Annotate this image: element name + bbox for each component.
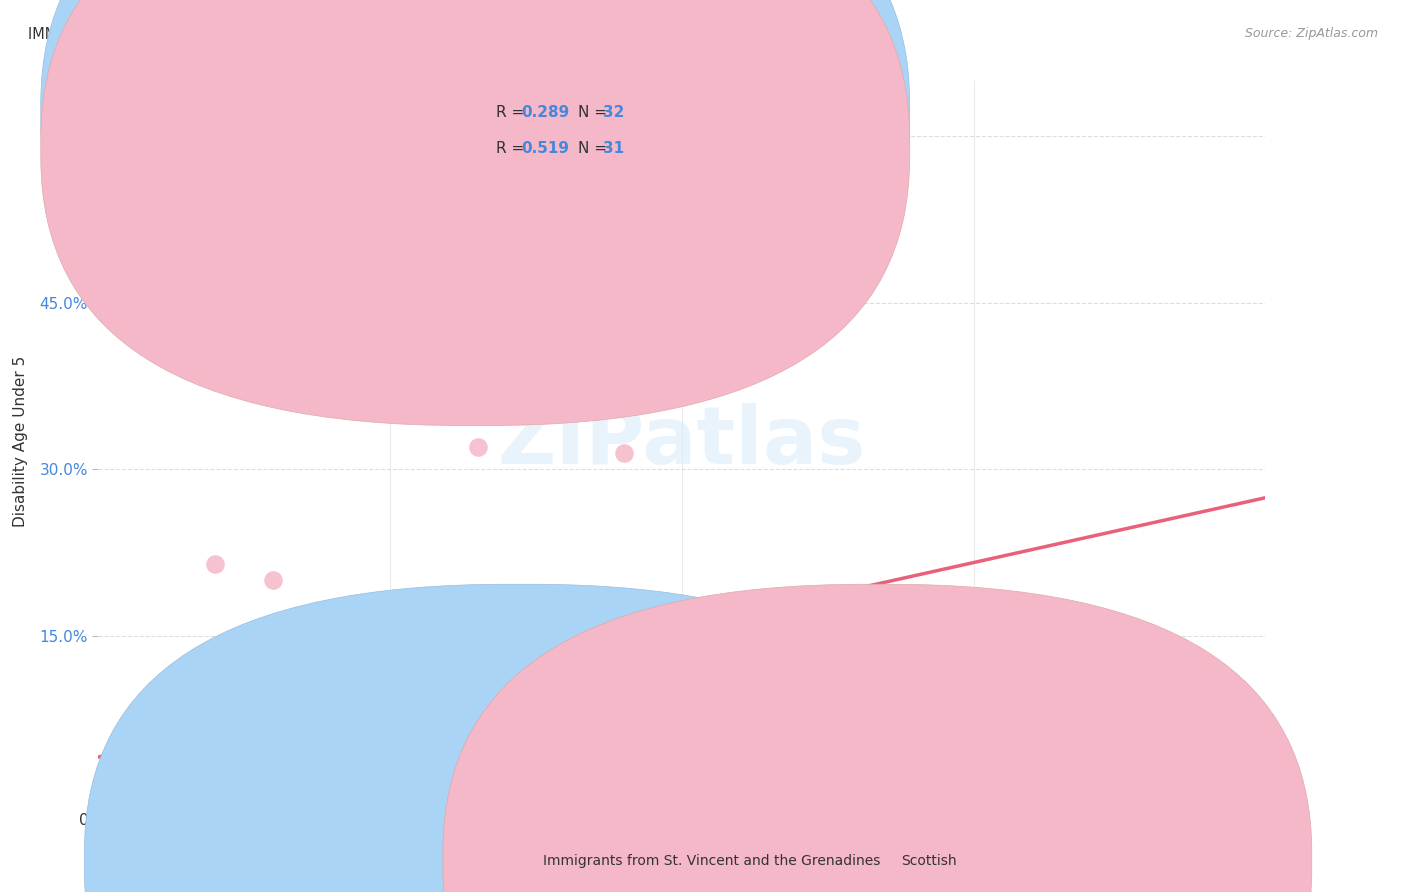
Point — [139, 794, 162, 808]
Point — [117, 794, 139, 808]
Text: Immigrants from St. Vincent and the Grenadines: Immigrants from St. Vincent and the Gren… — [543, 854, 880, 868]
Point — [1137, 742, 1160, 756]
Point — [128, 794, 150, 808]
Point — [274, 794, 297, 808]
Point — [152, 794, 174, 808]
Point — [180, 794, 202, 808]
Point — [146, 794, 169, 808]
Point — [233, 662, 256, 676]
Point — [408, 345, 430, 359]
Point — [146, 794, 169, 808]
Point — [104, 794, 127, 808]
Point — [496, 662, 519, 676]
Point — [98, 791, 121, 805]
Point — [437, 379, 460, 393]
Point — [104, 792, 127, 806]
Text: 32: 32 — [603, 105, 624, 120]
Point — [98, 792, 121, 806]
Point — [215, 794, 238, 808]
Point — [157, 794, 180, 808]
Point — [98, 792, 121, 806]
Point — [554, 679, 576, 693]
Point — [104, 795, 127, 809]
Text: ZIPatlas: ZIPatlas — [498, 402, 866, 481]
Point — [98, 791, 121, 805]
Point — [250, 794, 273, 808]
Point — [93, 792, 115, 806]
Point — [111, 792, 134, 806]
Point — [204, 557, 226, 571]
Point — [93, 791, 115, 805]
Point — [157, 794, 180, 808]
Point — [104, 794, 127, 808]
Point — [128, 794, 150, 808]
Point — [111, 794, 134, 808]
Point — [233, 740, 256, 755]
Text: R =: R = — [496, 105, 530, 120]
Point — [193, 794, 215, 808]
Text: Scottish: Scottish — [901, 854, 957, 868]
Point — [122, 792, 145, 806]
Point — [180, 794, 202, 808]
Point — [139, 794, 162, 808]
Point — [671, 662, 693, 676]
Point — [134, 794, 156, 808]
Point — [117, 795, 139, 809]
Point — [169, 794, 191, 808]
Point — [117, 794, 139, 808]
Point — [262, 574, 284, 588]
Point — [204, 696, 226, 710]
Text: 31: 31 — [603, 141, 624, 156]
Point — [204, 794, 226, 808]
Point — [93, 791, 115, 805]
Point — [98, 794, 121, 808]
Text: Source: ZipAtlas.com: Source: ZipAtlas.com — [1244, 27, 1378, 40]
Point — [583, 673, 606, 688]
Point — [467, 440, 489, 454]
Text: 0.289: 0.289 — [522, 105, 569, 120]
Point — [134, 794, 156, 808]
Point — [962, 679, 984, 693]
Text: IMMIGRANTS FROM ST. VINCENT AND THE GRENADINES VS SCOTTISH DISABILITY AGE UNDER : IMMIGRANTS FROM ST. VINCENT AND THE GREN… — [28, 27, 890, 42]
Point — [96, 794, 118, 808]
Point — [104, 792, 127, 806]
Text: N =: N = — [578, 105, 612, 120]
Text: 0.519: 0.519 — [522, 141, 569, 156]
Text: R =: R = — [496, 141, 530, 156]
Point — [122, 792, 145, 806]
Point — [233, 794, 256, 808]
Point — [111, 794, 134, 808]
Point — [93, 790, 115, 805]
Y-axis label: Disability Age Under 5: Disability Age Under 5 — [14, 356, 28, 527]
Point — [612, 445, 634, 459]
Point — [309, 794, 332, 808]
Point — [169, 794, 191, 808]
Point — [111, 792, 134, 806]
Point — [93, 790, 115, 805]
Text: N =: N = — [578, 141, 612, 156]
Point — [163, 794, 186, 808]
